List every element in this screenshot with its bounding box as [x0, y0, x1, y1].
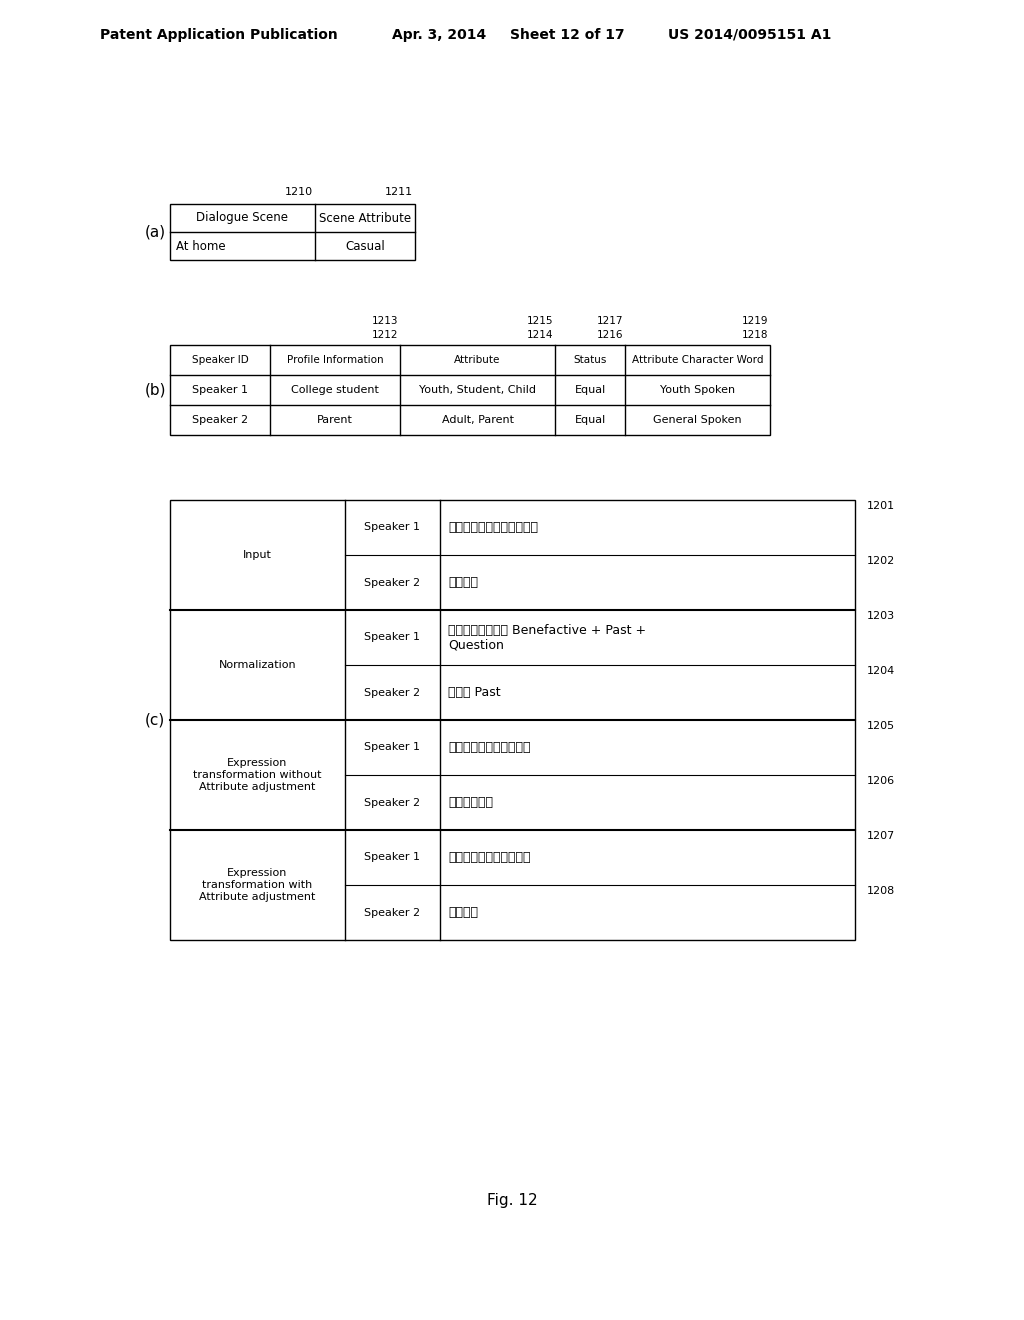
Text: Speaker 2: Speaker 2 — [365, 578, 421, 587]
Text: 見たぞ。: 見たぞ。 — [449, 576, 478, 589]
Text: Casual: Casual — [345, 239, 385, 252]
Text: College student: College student — [291, 385, 379, 395]
Text: 1217: 1217 — [597, 315, 623, 326]
Text: 1208: 1208 — [867, 886, 895, 896]
Text: Status: Status — [573, 355, 606, 366]
Text: Speaker 1: Speaker 1 — [365, 523, 421, 532]
Bar — [170, 205, 415, 260]
Text: Apr. 3, 2014: Apr. 3, 2014 — [392, 28, 486, 42]
Text: Attribute Character Word: Attribute Character Word — [632, 355, 763, 366]
Text: Patent Application Publication: Patent Application Publication — [100, 28, 338, 42]
Text: メールは　見る＋ Benefactive + Past +
Question: メールは 見る＋ Benefactive + Past + Question — [449, 623, 646, 652]
Text: 1218: 1218 — [741, 330, 768, 341]
Text: Equal: Equal — [574, 385, 605, 395]
Text: Youth, Student, Child: Youth, Student, Child — [419, 385, 536, 395]
Text: 1211: 1211 — [385, 187, 413, 197]
Text: Speaker 1: Speaker 1 — [193, 385, 248, 395]
Text: Speaker 2: Speaker 2 — [365, 688, 421, 697]
Text: 1205: 1205 — [867, 721, 895, 731]
Text: 見ましたよ。: 見ましたよ。 — [449, 796, 493, 809]
Text: Dialogue Scene: Dialogue Scene — [197, 211, 289, 224]
Text: 1216: 1216 — [597, 330, 623, 341]
Text: 1213: 1213 — [372, 315, 398, 326]
Text: 1207: 1207 — [867, 832, 895, 841]
Text: Profile Information: Profile Information — [287, 355, 383, 366]
Text: メールって見てくれた？: メールって見てくれた？ — [449, 851, 530, 865]
Text: Sheet 12 of 17: Sheet 12 of 17 — [510, 28, 625, 42]
Text: 1214: 1214 — [526, 330, 553, 341]
Text: Speaker 2: Speaker 2 — [365, 797, 421, 808]
Text: General Spoken: General Spoken — [653, 414, 741, 425]
Text: Speaker 1: Speaker 1 — [365, 632, 421, 643]
Text: Speaker 2: Speaker 2 — [365, 908, 421, 917]
Text: Expression
transformation without
Attribute adjustment: Expression transformation without Attrib… — [194, 759, 322, 792]
Text: US 2014/0095151 A1: US 2014/0095151 A1 — [668, 28, 831, 42]
Text: Speaker ID: Speaker ID — [191, 355, 249, 366]
Text: Parent: Parent — [317, 414, 353, 425]
Text: Fig. 12: Fig. 12 — [486, 1192, 538, 1208]
Text: 1206: 1206 — [867, 776, 895, 785]
Text: メールって見てくれた～？: メールって見てくれた～？ — [449, 521, 538, 535]
Text: 見る＋ Past: 見る＋ Past — [449, 686, 501, 700]
Text: Youth Spoken: Youth Spoken — [659, 385, 735, 395]
Text: At home: At home — [176, 239, 225, 252]
Text: Adult, Parent: Adult, Parent — [441, 414, 513, 425]
Text: Attribute: Attribute — [455, 355, 501, 366]
Text: 1219: 1219 — [741, 315, 768, 326]
Text: (c): (c) — [145, 713, 165, 727]
Text: Speaker 1: Speaker 1 — [365, 742, 421, 752]
Text: 1210: 1210 — [285, 187, 313, 197]
Text: 1212: 1212 — [372, 330, 398, 341]
Text: メールって見てくれた？: メールって見てくれた？ — [449, 741, 530, 754]
Text: Input: Input — [243, 550, 272, 560]
Text: Speaker 1: Speaker 1 — [365, 853, 421, 862]
Text: 見たよ。: 見たよ。 — [449, 906, 478, 919]
Text: 1201: 1201 — [867, 502, 895, 511]
Bar — [170, 500, 855, 940]
Text: Expression
transformation with
Attribute adjustment: Expression transformation with Attribute… — [200, 869, 315, 902]
Text: 1203: 1203 — [867, 611, 895, 620]
Text: (a): (a) — [145, 224, 166, 239]
Text: Scene Attribute: Scene Attribute — [318, 211, 411, 224]
Text: Equal: Equal — [574, 414, 605, 425]
Bar — [170, 345, 770, 436]
Text: Normalization: Normalization — [219, 660, 296, 671]
Text: 1215: 1215 — [526, 315, 553, 326]
Text: Speaker 2: Speaker 2 — [191, 414, 248, 425]
Text: 1202: 1202 — [867, 556, 895, 566]
Text: (b): (b) — [145, 383, 167, 397]
Text: 1204: 1204 — [867, 667, 895, 676]
